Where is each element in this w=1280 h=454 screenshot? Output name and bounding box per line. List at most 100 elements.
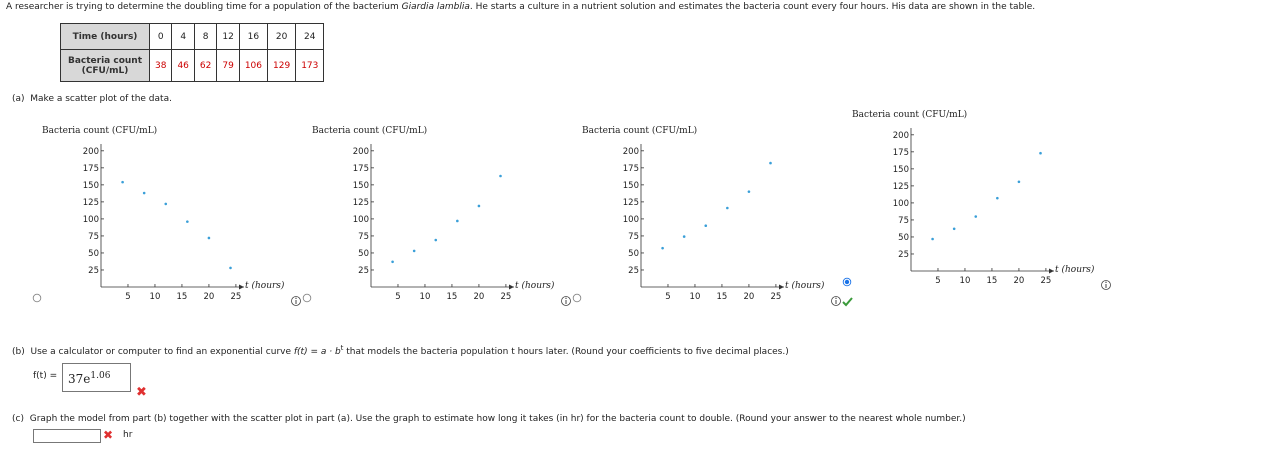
x-tick-label: 15: [717, 292, 728, 302]
x-axis-label: t (hours): [1055, 264, 1095, 275]
radio[interactable]: [302, 293, 312, 303]
axis-arrow: [239, 284, 244, 290]
radio-dot: [844, 279, 850, 285]
x-tick-label: 25: [230, 292, 241, 302]
scatter-options: Bacteria count (CFU/mL) t (hours) 25 50 75 10…: [32, 109, 1111, 307]
prompt: that models the bacteria population t ho…: [343, 347, 789, 357]
table-cell: 129: [266, 49, 297, 82]
y-tick-label: 100: [353, 215, 369, 225]
x-tick-label: 5: [125, 292, 130, 302]
radio[interactable]: [32, 293, 42, 303]
answer-input[interactable]: [33, 429, 101, 443]
table-cell: 46: [171, 49, 195, 82]
x-tick-label: 20: [744, 292, 755, 302]
y-tick-label: 125: [353, 198, 369, 208]
x-tick-label: 20: [1014, 276, 1025, 286]
y-tick-label: 200: [623, 147, 639, 157]
point: [974, 215, 978, 218]
data-table: Time (hours) 0 4 8 12 16 20 24 Bacteria count (…: [60, 23, 325, 82]
x-tick-label: 15: [447, 292, 458, 302]
y-tick-label: 150: [353, 181, 369, 191]
intro: A researcher is trying to determine the …: [6, 2, 1035, 12]
part-label: (a): [12, 94, 25, 104]
table-header: Bacteria count (CFU/mL): [60, 49, 150, 82]
axis-arrow: [1049, 268, 1054, 274]
table-cell: 24: [295, 23, 325, 50]
y-tick-label: 50: [88, 249, 99, 259]
y-tick-label: 150: [623, 181, 639, 191]
x-tick-label: 15: [177, 292, 188, 302]
point: [391, 260, 394, 264]
y-tick-label: 175: [83, 164, 99, 174]
point: [1017, 180, 1021, 184]
y-tick-label: 125: [893, 182, 909, 192]
x-tick-label: 10: [150, 292, 161, 302]
y-tick-label: 175: [623, 164, 639, 174]
species: Giardia lamblia: [401, 2, 470, 12]
point: [499, 174, 502, 178]
y-tick-label: 25: [898, 250, 909, 260]
x-tick-label: 25: [1040, 276, 1051, 286]
x-axis-label: t (hours): [515, 280, 555, 291]
x-tick-label: 25: [770, 292, 781, 302]
part-label: (b): [12, 347, 25, 357]
info-icon-dot: [565, 297, 567, 299]
y-tick-label: 175: [353, 164, 369, 174]
point: [996, 196, 999, 200]
x-axis-label: t (hours): [245, 280, 285, 291]
point: [207, 236, 211, 240]
axis-arrow: [779, 284, 784, 290]
y-tick-label: 25: [358, 266, 369, 276]
info-icon-dot: [1105, 281, 1107, 283]
point: [456, 219, 459, 223]
table-header: Time (hours): [60, 23, 150, 50]
point: [434, 238, 438, 242]
point: [682, 235, 686, 238]
y-tick-label: 100: [623, 215, 639, 225]
y-tick-label: 175: [893, 148, 909, 158]
axis-arrow: [509, 284, 514, 290]
point: [229, 266, 232, 270]
y-tick-label: 75: [88, 232, 99, 242]
x-tick-label: 5: [935, 276, 940, 286]
x-tick-label: 10: [420, 292, 431, 302]
unit: hr: [123, 430, 133, 440]
radio[interactable]: [572, 293, 582, 303]
point: [747, 190, 751, 193]
x-tick-label: 10: [690, 292, 701, 302]
table-cell: 38: [148, 49, 173, 82]
point: [1039, 151, 1042, 155]
y-tick-label: 150: [83, 181, 99, 191]
answer-text: 37e1.06: [68, 371, 110, 386]
x-tick-label: 5: [665, 292, 670, 302]
info-icon-dot: [295, 297, 297, 299]
part-b: (b) Use a calculator or computer to find…: [12, 344, 789, 357]
answer-base: 37e: [68, 372, 91, 386]
wrong-icon: ✖: [136, 385, 147, 400]
point: [931, 237, 934, 241]
x-tick-label: 20: [204, 292, 215, 302]
formula: f(t) = a · b: [293, 347, 341, 357]
table-cell: 173: [295, 49, 325, 82]
x-tick-label: 25: [500, 292, 511, 302]
table-cell: 62: [193, 49, 218, 82]
y-tick-label: 50: [358, 249, 369, 259]
prompt: Make a scatter plot of the data.: [30, 94, 172, 104]
y-tick-label: 200: [83, 147, 99, 157]
y-tick-label: 25: [88, 266, 99, 276]
y-tick-label: 150: [893, 165, 909, 175]
point: [769, 161, 772, 165]
x-axis-label: t (hours): [785, 280, 825, 291]
y-tick-label: 125: [623, 198, 639, 208]
point: [142, 191, 146, 195]
point: [412, 249, 416, 253]
point: [952, 227, 956, 231]
wrong-icon: ✖: [103, 428, 114, 442]
y-tick-label: 125: [83, 198, 99, 208]
y-tick-label: 25: [628, 266, 639, 276]
correct-icon: [842, 297, 853, 307]
intro-text: . He starts a culture in a nutrient solu…: [469, 2, 1036, 12]
y-tick-label: 200: [893, 131, 909, 141]
answer-input[interactable]: 37e1.06: [62, 363, 131, 392]
